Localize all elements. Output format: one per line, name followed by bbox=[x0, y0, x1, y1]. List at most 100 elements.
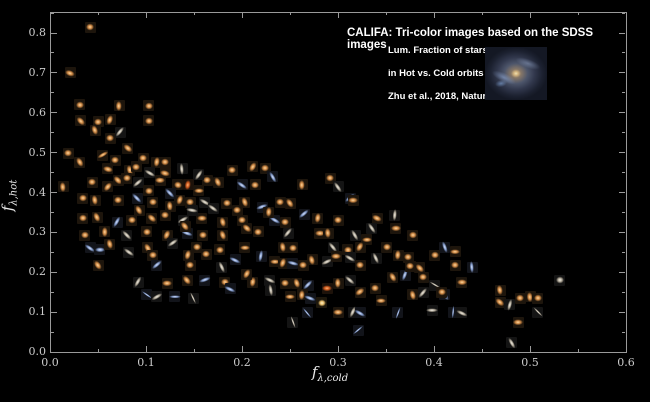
galaxy-blob bbox=[451, 305, 455, 319]
galaxy-point bbox=[504, 298, 516, 312]
y-tick-label: 0.3 bbox=[28, 225, 47, 239]
galaxy-point bbox=[399, 268, 411, 282]
galaxy-blob bbox=[116, 100, 122, 111]
galaxy-point bbox=[456, 276, 468, 288]
galaxy-point bbox=[164, 187, 176, 199]
galaxy-point bbox=[252, 226, 264, 238]
y-tick-mark-right bbox=[619, 271, 625, 273]
galaxy-point bbox=[154, 174, 166, 186]
galaxy-blob bbox=[533, 294, 542, 302]
galaxy-blob bbox=[278, 257, 288, 269]
galaxy-point bbox=[392, 249, 404, 261]
annotation-line-3: Zhu et al., 2018, Nature bbox=[388, 91, 492, 102]
galaxy-point bbox=[216, 260, 228, 274]
y-minor-tick-right bbox=[622, 211, 625, 213]
galaxy-point bbox=[200, 248, 212, 260]
galaxy-point bbox=[387, 271, 399, 283]
galaxy-point bbox=[159, 156, 171, 168]
x-tick-label: 0.5 bbox=[521, 356, 539, 369]
galaxy-blob bbox=[276, 198, 285, 206]
x-tick-label: 0.3 bbox=[329, 356, 347, 369]
galaxy-blob bbox=[207, 203, 220, 214]
galaxy-point bbox=[512, 316, 524, 328]
galaxy-blob bbox=[193, 187, 204, 194]
galaxy-blob bbox=[111, 156, 120, 164]
x-tick-mark-top bbox=[433, 12, 435, 18]
y-tick-mark bbox=[51, 271, 57, 273]
galaxy-blob bbox=[122, 174, 131, 182]
galaxy-blob bbox=[80, 231, 89, 239]
galaxy-point bbox=[91, 211, 103, 223]
galaxy-point bbox=[303, 292, 317, 304]
y-tick-label: 0.1 bbox=[28, 305, 47, 319]
y-tick-mark bbox=[51, 231, 57, 233]
galaxy-blob bbox=[303, 294, 317, 302]
galaxy-point bbox=[241, 268, 253, 280]
galaxy-point bbox=[298, 208, 311, 220]
plot-area bbox=[50, 12, 627, 353]
galaxy-blob bbox=[366, 222, 377, 235]
galaxy-blob bbox=[91, 194, 99, 206]
annotation-line-1: Lum. Fraction of stars bbox=[388, 45, 488, 56]
galaxy-blob bbox=[440, 240, 449, 254]
galaxy-point bbox=[494, 284, 506, 296]
galaxy-blob bbox=[239, 245, 250, 251]
x-tick-mark-top bbox=[49, 12, 51, 18]
galaxy-blob bbox=[112, 215, 122, 229]
galaxy-blob bbox=[289, 315, 297, 329]
y-tick-mark-right bbox=[619, 72, 625, 74]
galaxy-blob bbox=[203, 176, 212, 184]
galaxy-point bbox=[361, 234, 373, 246]
galaxy-point bbox=[174, 194, 186, 206]
galaxy-point bbox=[390, 222, 402, 234]
galaxy-blob bbox=[236, 180, 248, 190]
galaxy-blob bbox=[184, 249, 193, 261]
galaxy-point bbox=[226, 164, 238, 176]
galaxy-point bbox=[436, 286, 448, 298]
galaxy-blob bbox=[139, 154, 148, 162]
galaxy-point bbox=[267, 170, 279, 184]
galaxy-point bbox=[181, 227, 194, 239]
galaxy-blob bbox=[114, 126, 126, 139]
galaxy-point bbox=[296, 289, 308, 301]
galaxy-blob bbox=[356, 261, 365, 269]
galaxy-blob bbox=[105, 238, 114, 250]
galaxy-blob bbox=[352, 325, 364, 336]
galaxy-point bbox=[269, 256, 281, 268]
galaxy-point bbox=[239, 242, 251, 254]
galaxy-blob bbox=[302, 307, 313, 319]
galaxy-blob bbox=[355, 241, 365, 253]
galaxy-point bbox=[212, 176, 224, 188]
galaxy-point bbox=[94, 244, 106, 256]
galaxy-point bbox=[466, 260, 478, 274]
galaxy-blob bbox=[122, 142, 134, 154]
galaxy-blob bbox=[162, 280, 173, 286]
galaxy-point bbox=[236, 179, 248, 191]
y-minor-tick-right bbox=[622, 172, 625, 174]
galaxy-blob bbox=[92, 211, 102, 223]
y-tick-mark-right bbox=[619, 152, 625, 154]
y-tick-mark bbox=[51, 72, 57, 74]
galaxy-point bbox=[296, 179, 308, 191]
galaxy-blob bbox=[90, 124, 100, 136]
galaxy-blob bbox=[371, 213, 384, 223]
galaxy-point bbox=[104, 132, 116, 144]
x-axis-label: fλ,cold bbox=[311, 363, 349, 384]
galaxy-blob bbox=[451, 261, 460, 269]
galaxy-blob bbox=[418, 287, 429, 299]
galaxy-point bbox=[389, 209, 401, 222]
galaxy-point bbox=[316, 297, 328, 309]
galaxy-point bbox=[111, 215, 123, 229]
galaxy-blob bbox=[437, 288, 446, 296]
galaxy-blob bbox=[193, 168, 204, 181]
galaxy-blob bbox=[224, 284, 237, 294]
galaxy-point bbox=[187, 291, 199, 305]
x-tick-mark-top bbox=[337, 12, 339, 18]
galaxy-point bbox=[347, 194, 359, 206]
galaxy-point bbox=[247, 161, 259, 173]
galaxy-blob bbox=[254, 228, 263, 236]
y-tick-label: 0.6 bbox=[28, 105, 47, 119]
galaxy-point bbox=[193, 185, 205, 196]
galaxy-point bbox=[217, 216, 229, 228]
galaxy-blob bbox=[284, 197, 296, 209]
